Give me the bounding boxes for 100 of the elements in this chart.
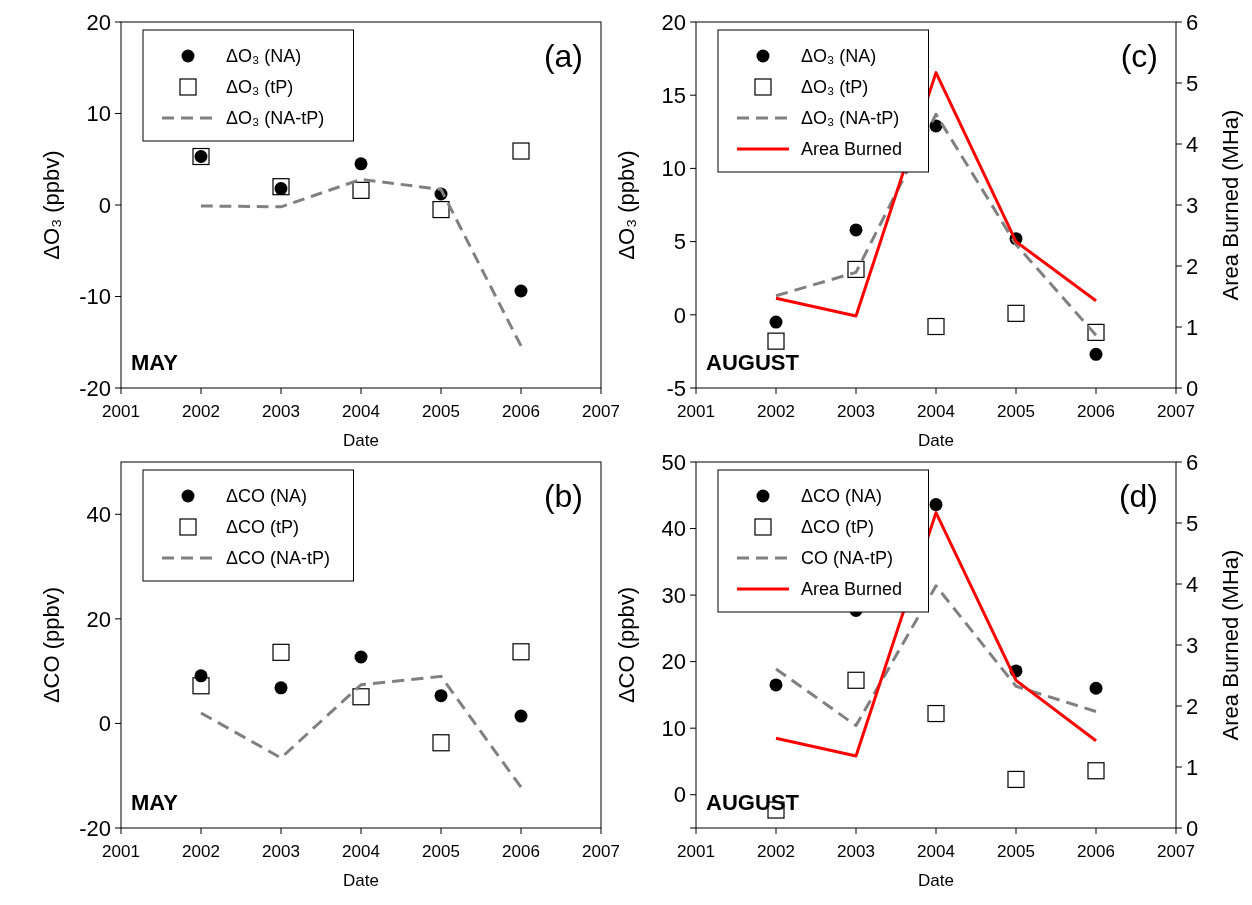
legend-label: CO (NA-tP) bbox=[801, 548, 893, 569]
x-axis-title: Date bbox=[918, 871, 954, 890]
y-tick-label: 0 bbox=[98, 192, 111, 218]
point bbox=[274, 681, 288, 695]
x-tick-label: 2001 bbox=[102, 402, 140, 421]
annotation: MAY bbox=[131, 350, 179, 375]
point bbox=[352, 688, 370, 706]
y-tick-label: 0 bbox=[673, 782, 686, 808]
x-tick-label: 2004 bbox=[917, 842, 955, 861]
y-tick-label: 0 bbox=[98, 711, 111, 737]
annotation: AUGUST bbox=[706, 350, 800, 375]
y-tick-label: 0 bbox=[673, 302, 686, 328]
point bbox=[1089, 347, 1103, 361]
x-tick-label: 2002 bbox=[182, 402, 220, 421]
annotation: (a) bbox=[543, 38, 583, 74]
line-series bbox=[774, 584, 1098, 728]
y-axis-title: ΔCO (ppbv) bbox=[614, 586, 639, 704]
x-tick-label: 2005 bbox=[997, 402, 1035, 421]
point bbox=[767, 332, 785, 350]
point bbox=[1087, 323, 1105, 341]
point bbox=[849, 223, 863, 237]
line-series bbox=[199, 177, 523, 348]
y2-tick-label: 6 bbox=[1186, 9, 1199, 35]
x-tick-label: 2004 bbox=[342, 842, 380, 861]
legend-label: ΔO₃ (NA) bbox=[801, 46, 877, 67]
point bbox=[927, 317, 945, 336]
annotation: (d) bbox=[1118, 478, 1158, 514]
point bbox=[929, 498, 943, 512]
legend-label: ΔO₃ (NA) bbox=[226, 46, 302, 67]
y-tick-label: 40 bbox=[661, 516, 686, 542]
x-tick-label: 2002 bbox=[182, 842, 220, 861]
y2-tick-label: 0 bbox=[1186, 815, 1199, 841]
point bbox=[272, 178, 290, 196]
point bbox=[354, 650, 368, 664]
y-tick-label: 10 bbox=[661, 715, 686, 741]
point bbox=[434, 689, 448, 703]
y-axis-title: ΔO₃ (ppbv) bbox=[39, 150, 64, 260]
point bbox=[847, 671, 865, 689]
x-tick-label: 2002 bbox=[757, 842, 795, 861]
y-tick-label: 5 bbox=[673, 229, 686, 255]
y2-axis-title: Area Burned (MHa) bbox=[1218, 109, 1243, 301]
point bbox=[927, 704, 945, 723]
x-tick-label: 2005 bbox=[422, 402, 460, 421]
legend-label: ΔO₃ (NA-tP) bbox=[226, 108, 325, 129]
point bbox=[1007, 770, 1025, 789]
y-tick-label: -10 bbox=[79, 284, 111, 310]
legend-label: ΔCO (tP) bbox=[226, 517, 300, 538]
legend-label: ΔCO (NA) bbox=[801, 486, 883, 507]
y-tick-label: 15 bbox=[661, 82, 686, 108]
y-tick-label: 10 bbox=[86, 101, 111, 127]
y2-tick-label: 0 bbox=[1186, 375, 1199, 401]
x-tick-label: 2007 bbox=[582, 402, 620, 421]
x-tick-label: 2006 bbox=[1077, 402, 1115, 421]
x-tick-label: 2007 bbox=[582, 842, 620, 861]
point bbox=[769, 315, 783, 329]
legend-label: ΔO₃ (tP) bbox=[226, 77, 294, 98]
y2-tick-label: 2 bbox=[1186, 693, 1199, 719]
point bbox=[1087, 762, 1105, 780]
x-tick-label: 2007 bbox=[1157, 842, 1195, 861]
point bbox=[352, 181, 370, 199]
y2-tick-label: 3 bbox=[1186, 632, 1199, 658]
y2-tick-label: 4 bbox=[1186, 571, 1199, 597]
y2-tick-label: 5 bbox=[1186, 70, 1199, 96]
y-tick-label: -5 bbox=[666, 375, 686, 401]
x-axis-title: Date bbox=[343, 871, 379, 890]
x-tick-label: 2003 bbox=[837, 842, 875, 861]
point bbox=[514, 709, 528, 723]
annotation: AUGUST bbox=[706, 790, 800, 815]
y-tick-label: 20 bbox=[661, 649, 686, 675]
point bbox=[272, 643, 290, 661]
point bbox=[1007, 304, 1025, 322]
point bbox=[847, 260, 865, 279]
legend-label: Area Burned bbox=[801, 579, 903, 600]
x-tick-label: 2001 bbox=[102, 842, 140, 861]
x-tick-label: 2002 bbox=[757, 402, 795, 421]
point bbox=[432, 734, 450, 752]
point bbox=[274, 182, 288, 196]
y2-tick-label: 1 bbox=[1186, 754, 1199, 780]
point bbox=[192, 677, 210, 695]
x-tick-label: 2003 bbox=[262, 402, 300, 421]
x-tick-label: 2007 bbox=[1157, 402, 1195, 421]
y2-tick-label: 2 bbox=[1186, 253, 1199, 279]
y-tick-label: -20 bbox=[79, 815, 111, 841]
point bbox=[512, 643, 530, 661]
x-tick-label: 2006 bbox=[502, 842, 540, 861]
x-tick-label: 2003 bbox=[262, 842, 300, 861]
x-tick-label: 2006 bbox=[1077, 842, 1115, 861]
point bbox=[512, 142, 530, 160]
point bbox=[769, 678, 783, 692]
x-tick-label: 2004 bbox=[342, 402, 380, 421]
y-tick-label: 20 bbox=[86, 606, 111, 632]
point bbox=[514, 284, 528, 298]
legend-label: Area Burned bbox=[801, 139, 903, 160]
annotation: (b) bbox=[543, 478, 583, 514]
x-tick-label: 2006 bbox=[502, 402, 540, 421]
point bbox=[1089, 681, 1103, 695]
x-tick-label: 2003 bbox=[837, 402, 875, 421]
y2-tick-label: 3 bbox=[1186, 192, 1199, 218]
y2-tick-label: 4 bbox=[1186, 131, 1199, 157]
x-tick-label: 2004 bbox=[917, 402, 955, 421]
